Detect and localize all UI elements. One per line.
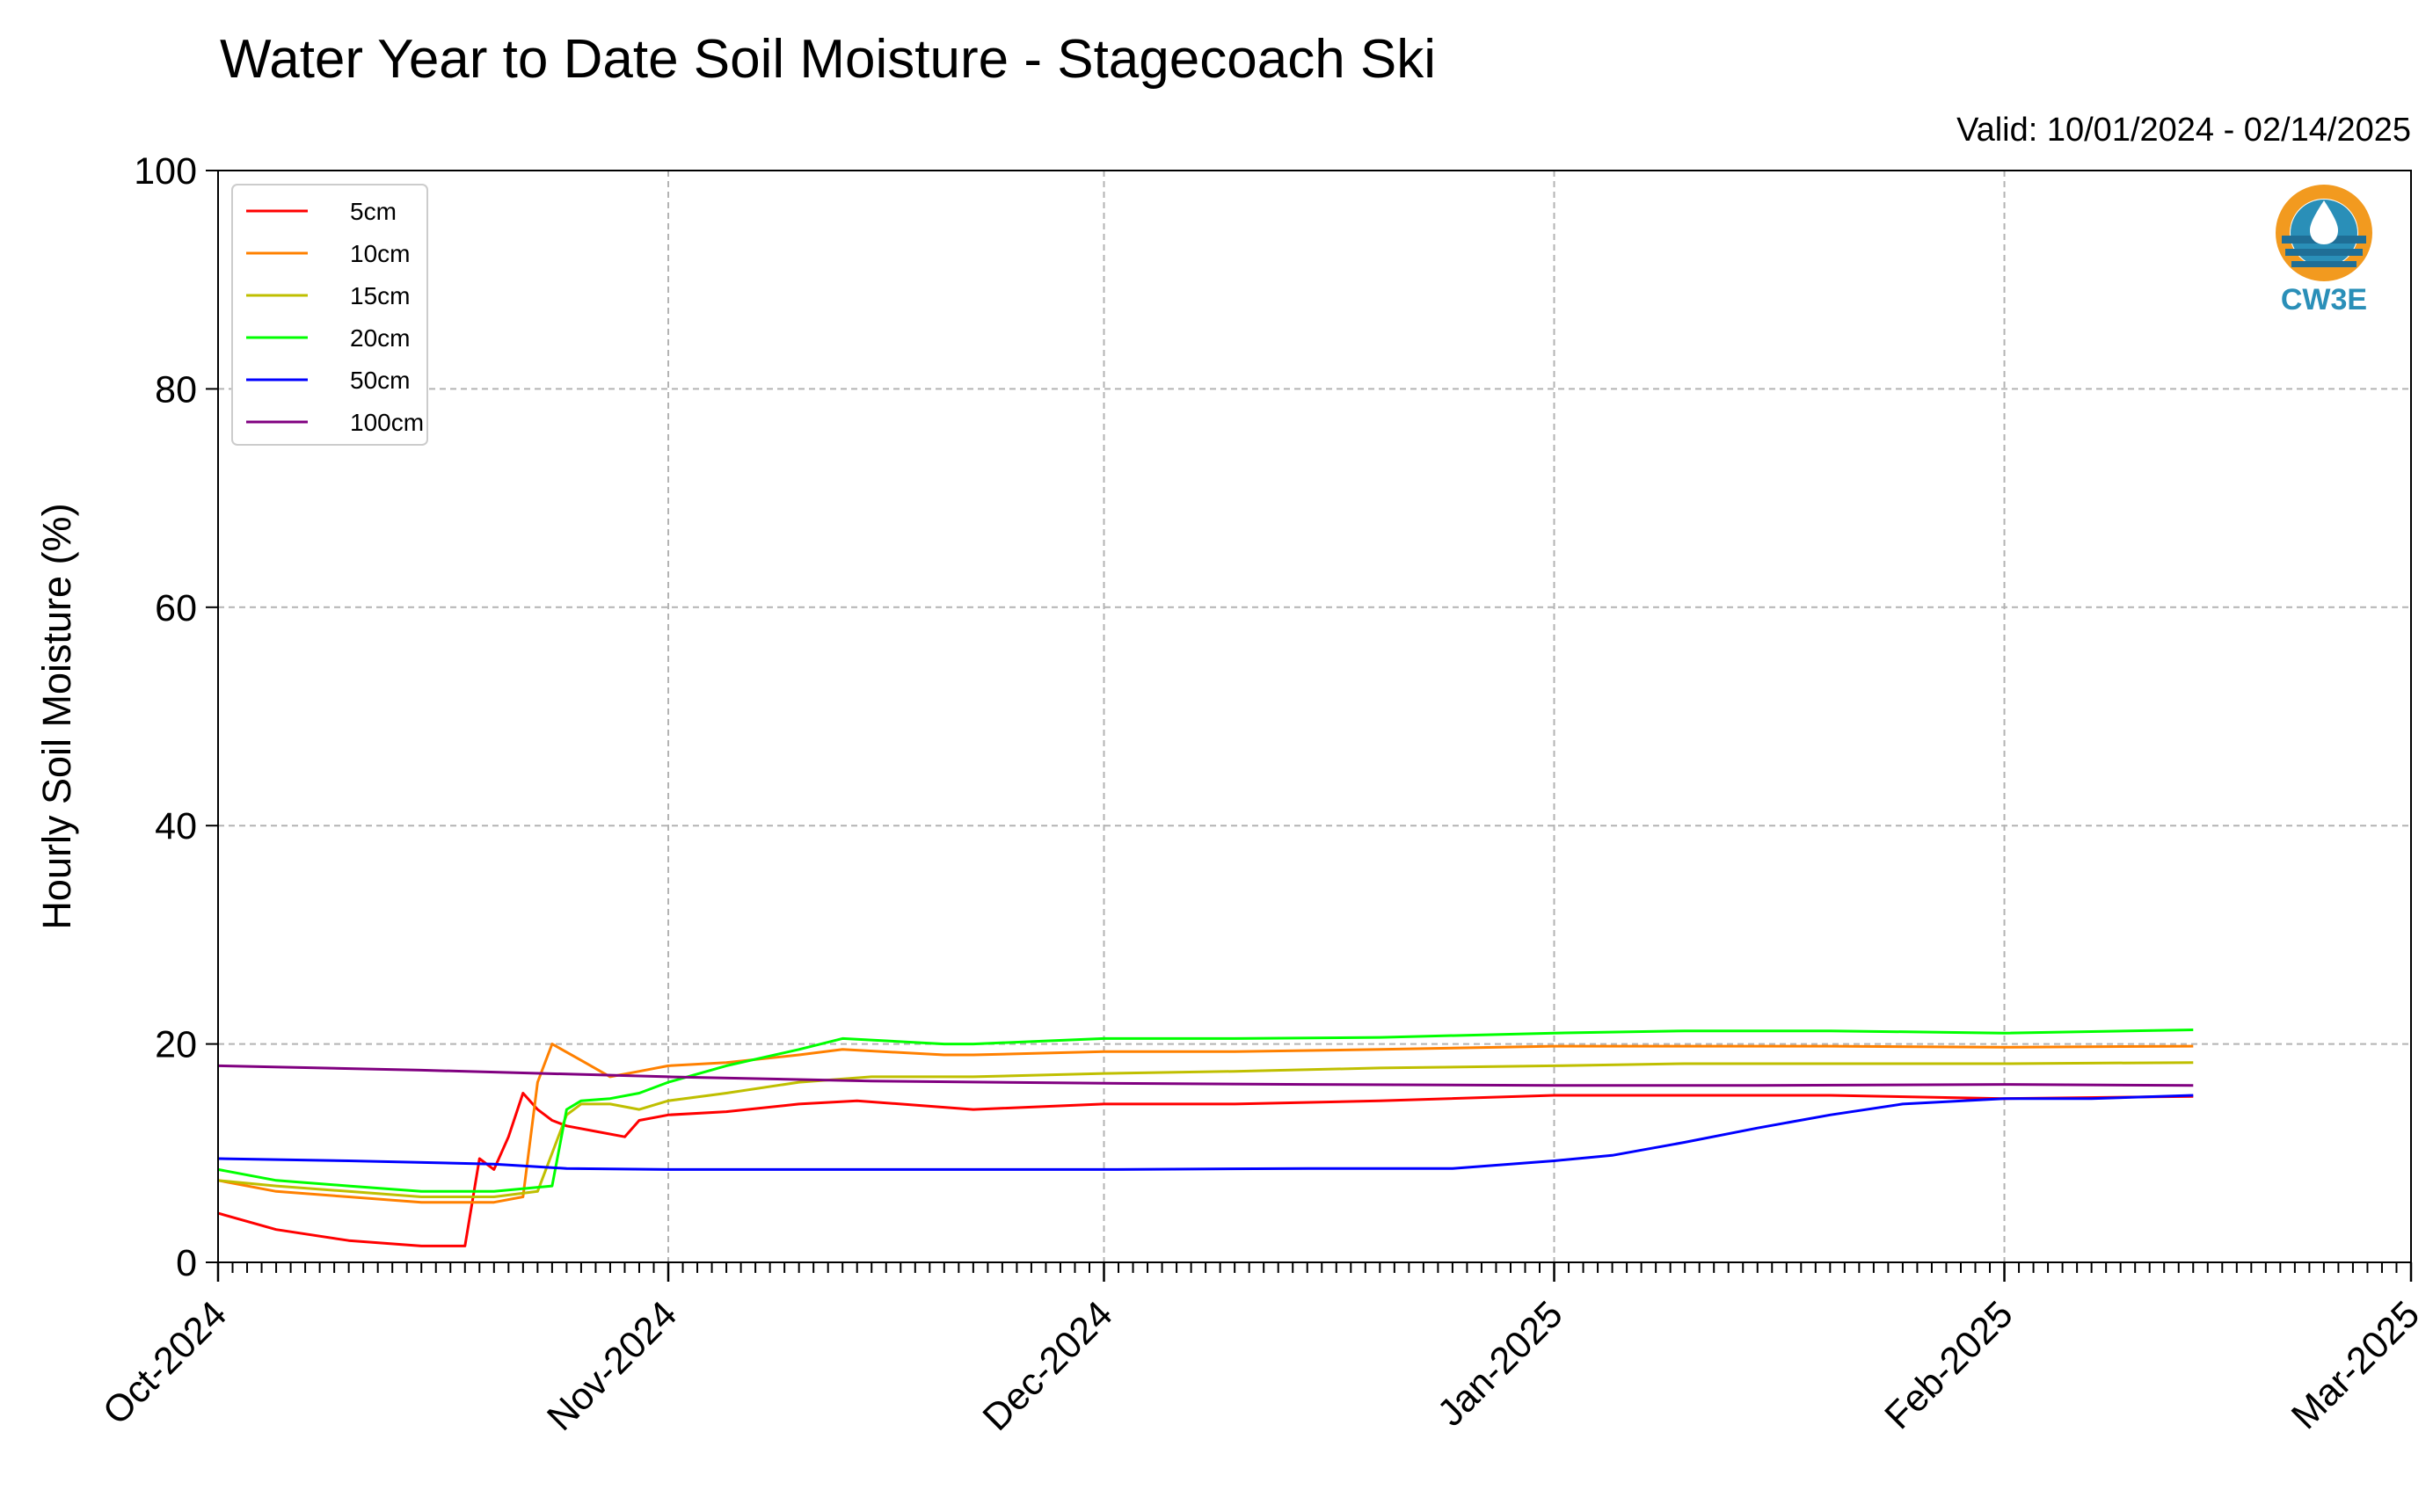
series-line-100cm xyxy=(217,1064,2194,1087)
y-tick-label: 0 xyxy=(176,1242,197,1284)
legend-label-5cm: 5cm xyxy=(350,198,397,225)
y-axis: 0 20 40 60 80 100 xyxy=(134,150,218,1284)
legend-box xyxy=(231,184,428,446)
legend-label-15cm: 15cm xyxy=(350,282,410,309)
series-line-15cm xyxy=(217,1061,2194,1198)
y-tick-label: 20 xyxy=(155,1024,197,1066)
logo-wave-mid xyxy=(2285,249,2363,256)
series-lines xyxy=(217,1029,2194,1247)
x-tick-label: Jan-2025 xyxy=(1430,1293,1571,1435)
x-tick-label: Nov-2024 xyxy=(539,1293,685,1439)
y-tick-label: 80 xyxy=(155,368,197,411)
x-tick-label: Oct-2024 xyxy=(95,1293,235,1433)
water-drop-icon xyxy=(2310,200,2338,244)
minor-ticks xyxy=(217,1262,2412,1273)
y-tick-label: 40 xyxy=(155,805,197,847)
legend-items: 5cm 10cm 15cm 20cm 50cm 100cm xyxy=(246,198,424,436)
chart-title: Water Year to Date Soil Moisture - Stage… xyxy=(220,29,1436,90)
legend-label-50cm: 50cm xyxy=(350,367,410,394)
y-tick-label: 60 xyxy=(155,587,197,629)
legend: 5cm 10cm 15cm 20cm 50cm 100cm xyxy=(231,184,428,446)
logo-text: CW3E xyxy=(2281,283,2367,316)
legend-label-10cm: 10cm xyxy=(350,240,410,267)
plot-frame xyxy=(217,170,2412,1263)
legend-label-20cm: 20cm xyxy=(350,324,410,352)
x-tick-label: Feb-2025 xyxy=(1877,1293,2021,1437)
x-tick-label: Dec-2024 xyxy=(975,1293,1121,1439)
y-axis-label: Hourly Soil Moisture (%) xyxy=(34,503,79,929)
x-axis: Oct-2024 Nov-2024 Dec-2024 Jan-2025 Feb-2025… xyxy=(95,1262,2428,1439)
series-line-20cm xyxy=(217,1029,2194,1193)
logo-ring xyxy=(2276,185,2372,281)
logo-wave-low xyxy=(2291,261,2357,267)
series-line-5cm xyxy=(217,1092,2194,1247)
valid-range: Valid: 10/01/2024 - 02/14/2025 xyxy=(1956,112,2411,149)
cw3e-logo: CW3E xyxy=(2276,185,2372,316)
y-tick-label: 100 xyxy=(134,150,197,193)
series-line-10cm xyxy=(217,1043,2194,1204)
legend-label-100cm: 100cm xyxy=(350,409,424,436)
series-line-50cm xyxy=(217,1094,2194,1171)
x-tick-label: Mar-2025 xyxy=(2284,1293,2428,1437)
